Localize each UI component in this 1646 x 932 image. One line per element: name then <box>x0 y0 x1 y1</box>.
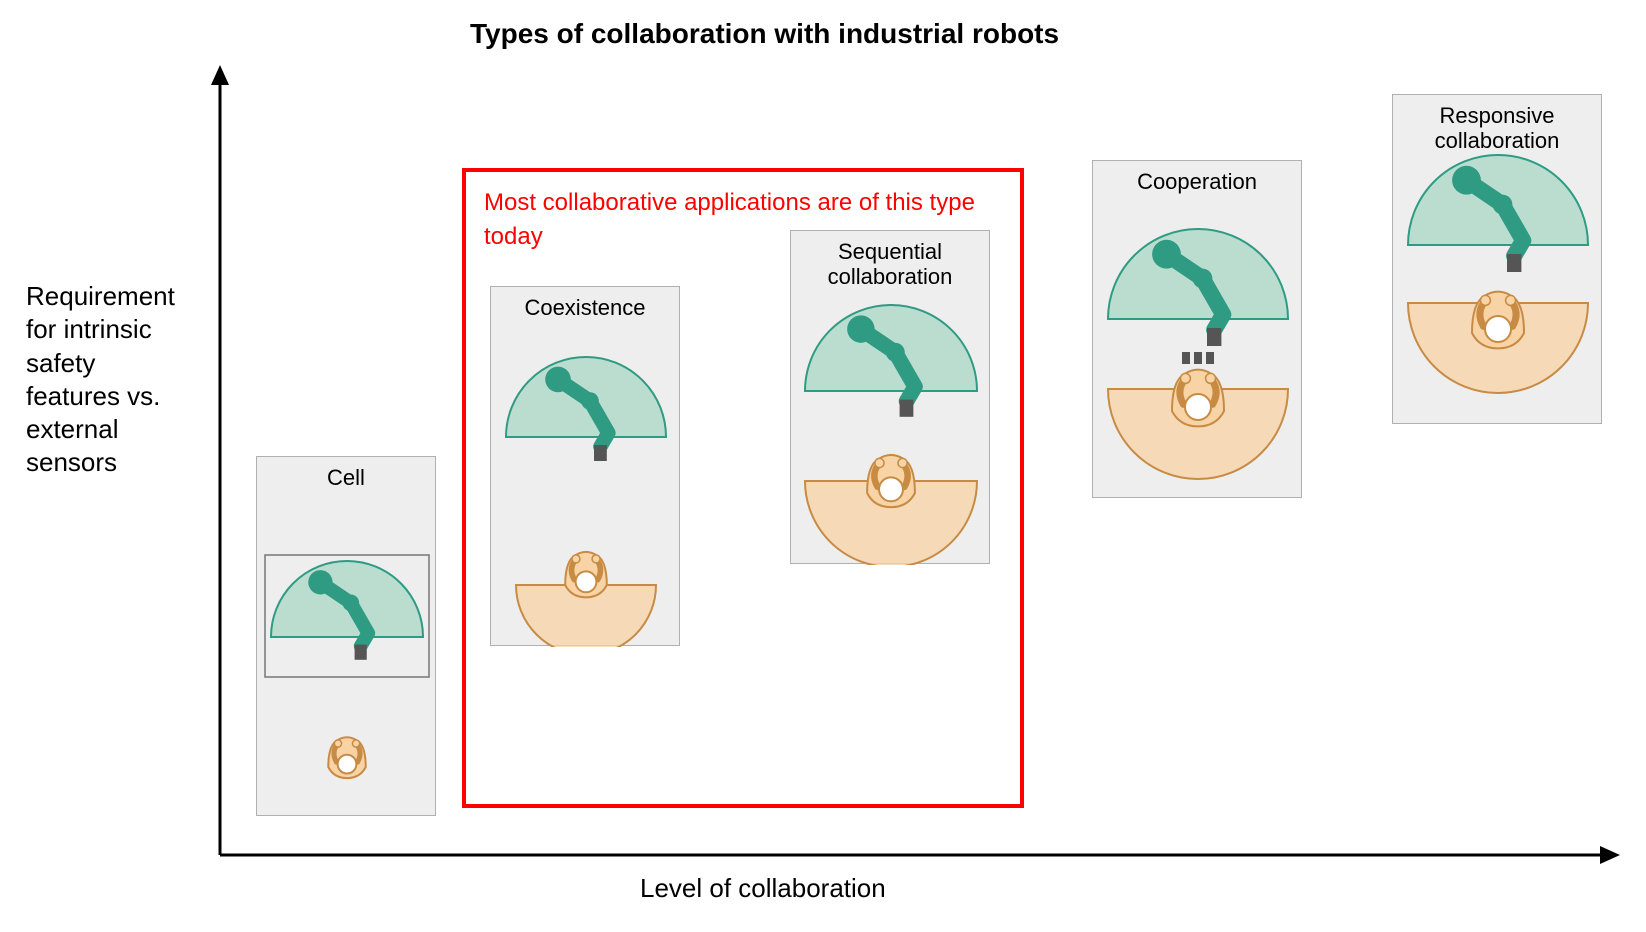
card-cooperation-illustration <box>1093 161 1303 499</box>
card-cell: Cell <box>256 456 436 816</box>
card-responsive-illustration <box>1393 95 1603 425</box>
card-coexistence: Coexistence <box>490 286 680 646</box>
card-cell-illustration <box>257 457 437 817</box>
x-axis-label: Level of collaboration <box>640 872 886 905</box>
card-coexistence-illustration <box>491 287 681 647</box>
card-responsive: Responsive collaboration <box>1392 94 1602 424</box>
card-cooperation: Cooperation <box>1092 160 1302 498</box>
collaboration-chart: Types of collaboration with industrial r… <box>0 0 1646 932</box>
card-sequential-illustration <box>791 231 991 565</box>
card-sequential: Sequential collaboration <box>790 230 990 564</box>
